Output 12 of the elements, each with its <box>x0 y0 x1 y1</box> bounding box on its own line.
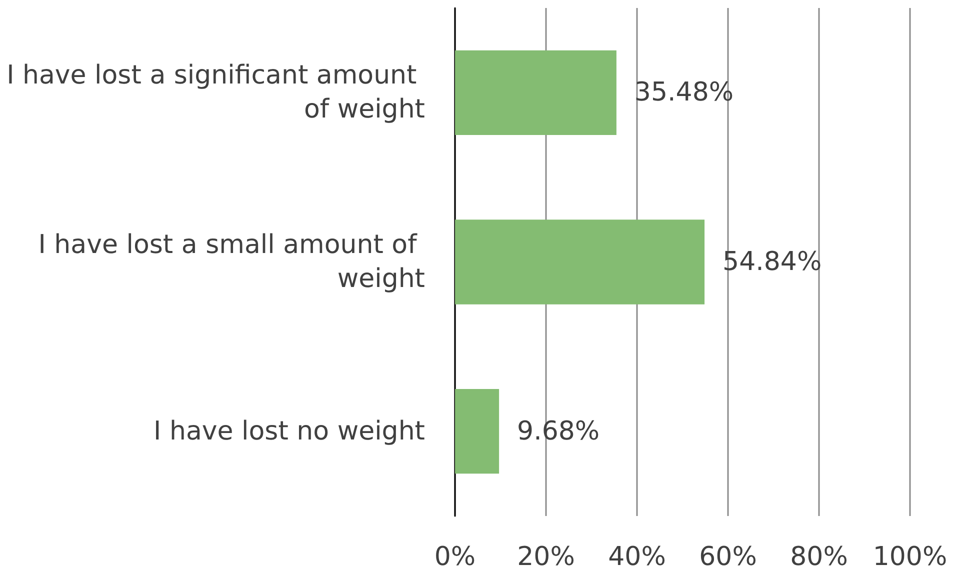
y-tick-label: I have lost no weight <box>154 416 425 446</box>
x-tick-label: 0% <box>434 542 476 572</box>
x-tick-label: 60% <box>699 542 757 572</box>
bar <box>455 389 500 474</box>
x-tick-label: 40% <box>608 542 666 572</box>
y-tick-label: I have lost a significant amount of weight <box>6 60 425 125</box>
bar <box>455 50 616 135</box>
y-tick-label: I have lost a small amount of weight <box>38 230 425 294</box>
x-tick-label: 100% <box>872 542 948 572</box>
bar <box>455 220 705 304</box>
x-tick-label: 80% <box>790 542 848 572</box>
x-tick-label: 20% <box>517 542 575 572</box>
